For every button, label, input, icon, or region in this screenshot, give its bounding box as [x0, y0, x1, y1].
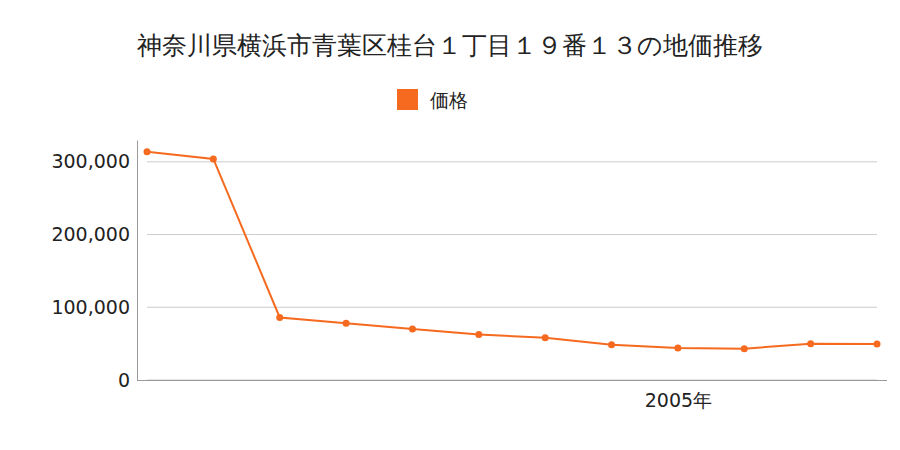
- legend: 価格: [397, 89, 468, 111]
- x-tick: 2005年: [645, 380, 712, 411]
- y-tick-label: 100,000: [51, 296, 130, 318]
- line: [147, 152, 877, 349]
- x-axis: 2005年: [137, 380, 887, 411]
- grid-line: [147, 307, 877, 308]
- y-tick: 0: [118, 369, 137, 391]
- point: [542, 334, 549, 341]
- point: [343, 320, 350, 327]
- point: [409, 326, 416, 333]
- point: [144, 148, 151, 155]
- legend-swatch: [397, 89, 418, 110]
- y-tick-label: 200,000: [51, 223, 130, 245]
- plot-area: [144, 148, 881, 352]
- x-tick-label: 2005年: [645, 389, 712, 411]
- point: [276, 314, 283, 321]
- y-tick: 200,000: [51, 223, 137, 245]
- point: [741, 345, 748, 352]
- title: 神奈川県横浜市青葉区桂台１丁目１９番１３の地価推移: [137, 31, 763, 60]
- y-axis: 0 100,000 200,000 300,000: [51, 141, 137, 391]
- y-tick: 100,000: [51, 296, 137, 318]
- point: [608, 341, 615, 348]
- point: [210, 155, 217, 162]
- grid-line: [147, 161, 877, 162]
- y-tick-label: 0: [118, 369, 130, 391]
- y-tick-label: 300,000: [51, 150, 130, 172]
- point: [807, 340, 814, 347]
- y-axis-line: [137, 141, 138, 381]
- chart: 神奈川県横浜市青葉区桂台１丁目１９番１３の地価推移 0 100,000 200,000…: [0, 0, 900, 450]
- x-axis-line: [137, 380, 887, 381]
- grid-line: [147, 234, 877, 235]
- point: [475, 331, 482, 338]
- legend-label: 価格: [430, 89, 468, 111]
- y-tick: 300,000: [51, 150, 137, 172]
- point: [874, 341, 881, 348]
- point: [674, 345, 681, 352]
